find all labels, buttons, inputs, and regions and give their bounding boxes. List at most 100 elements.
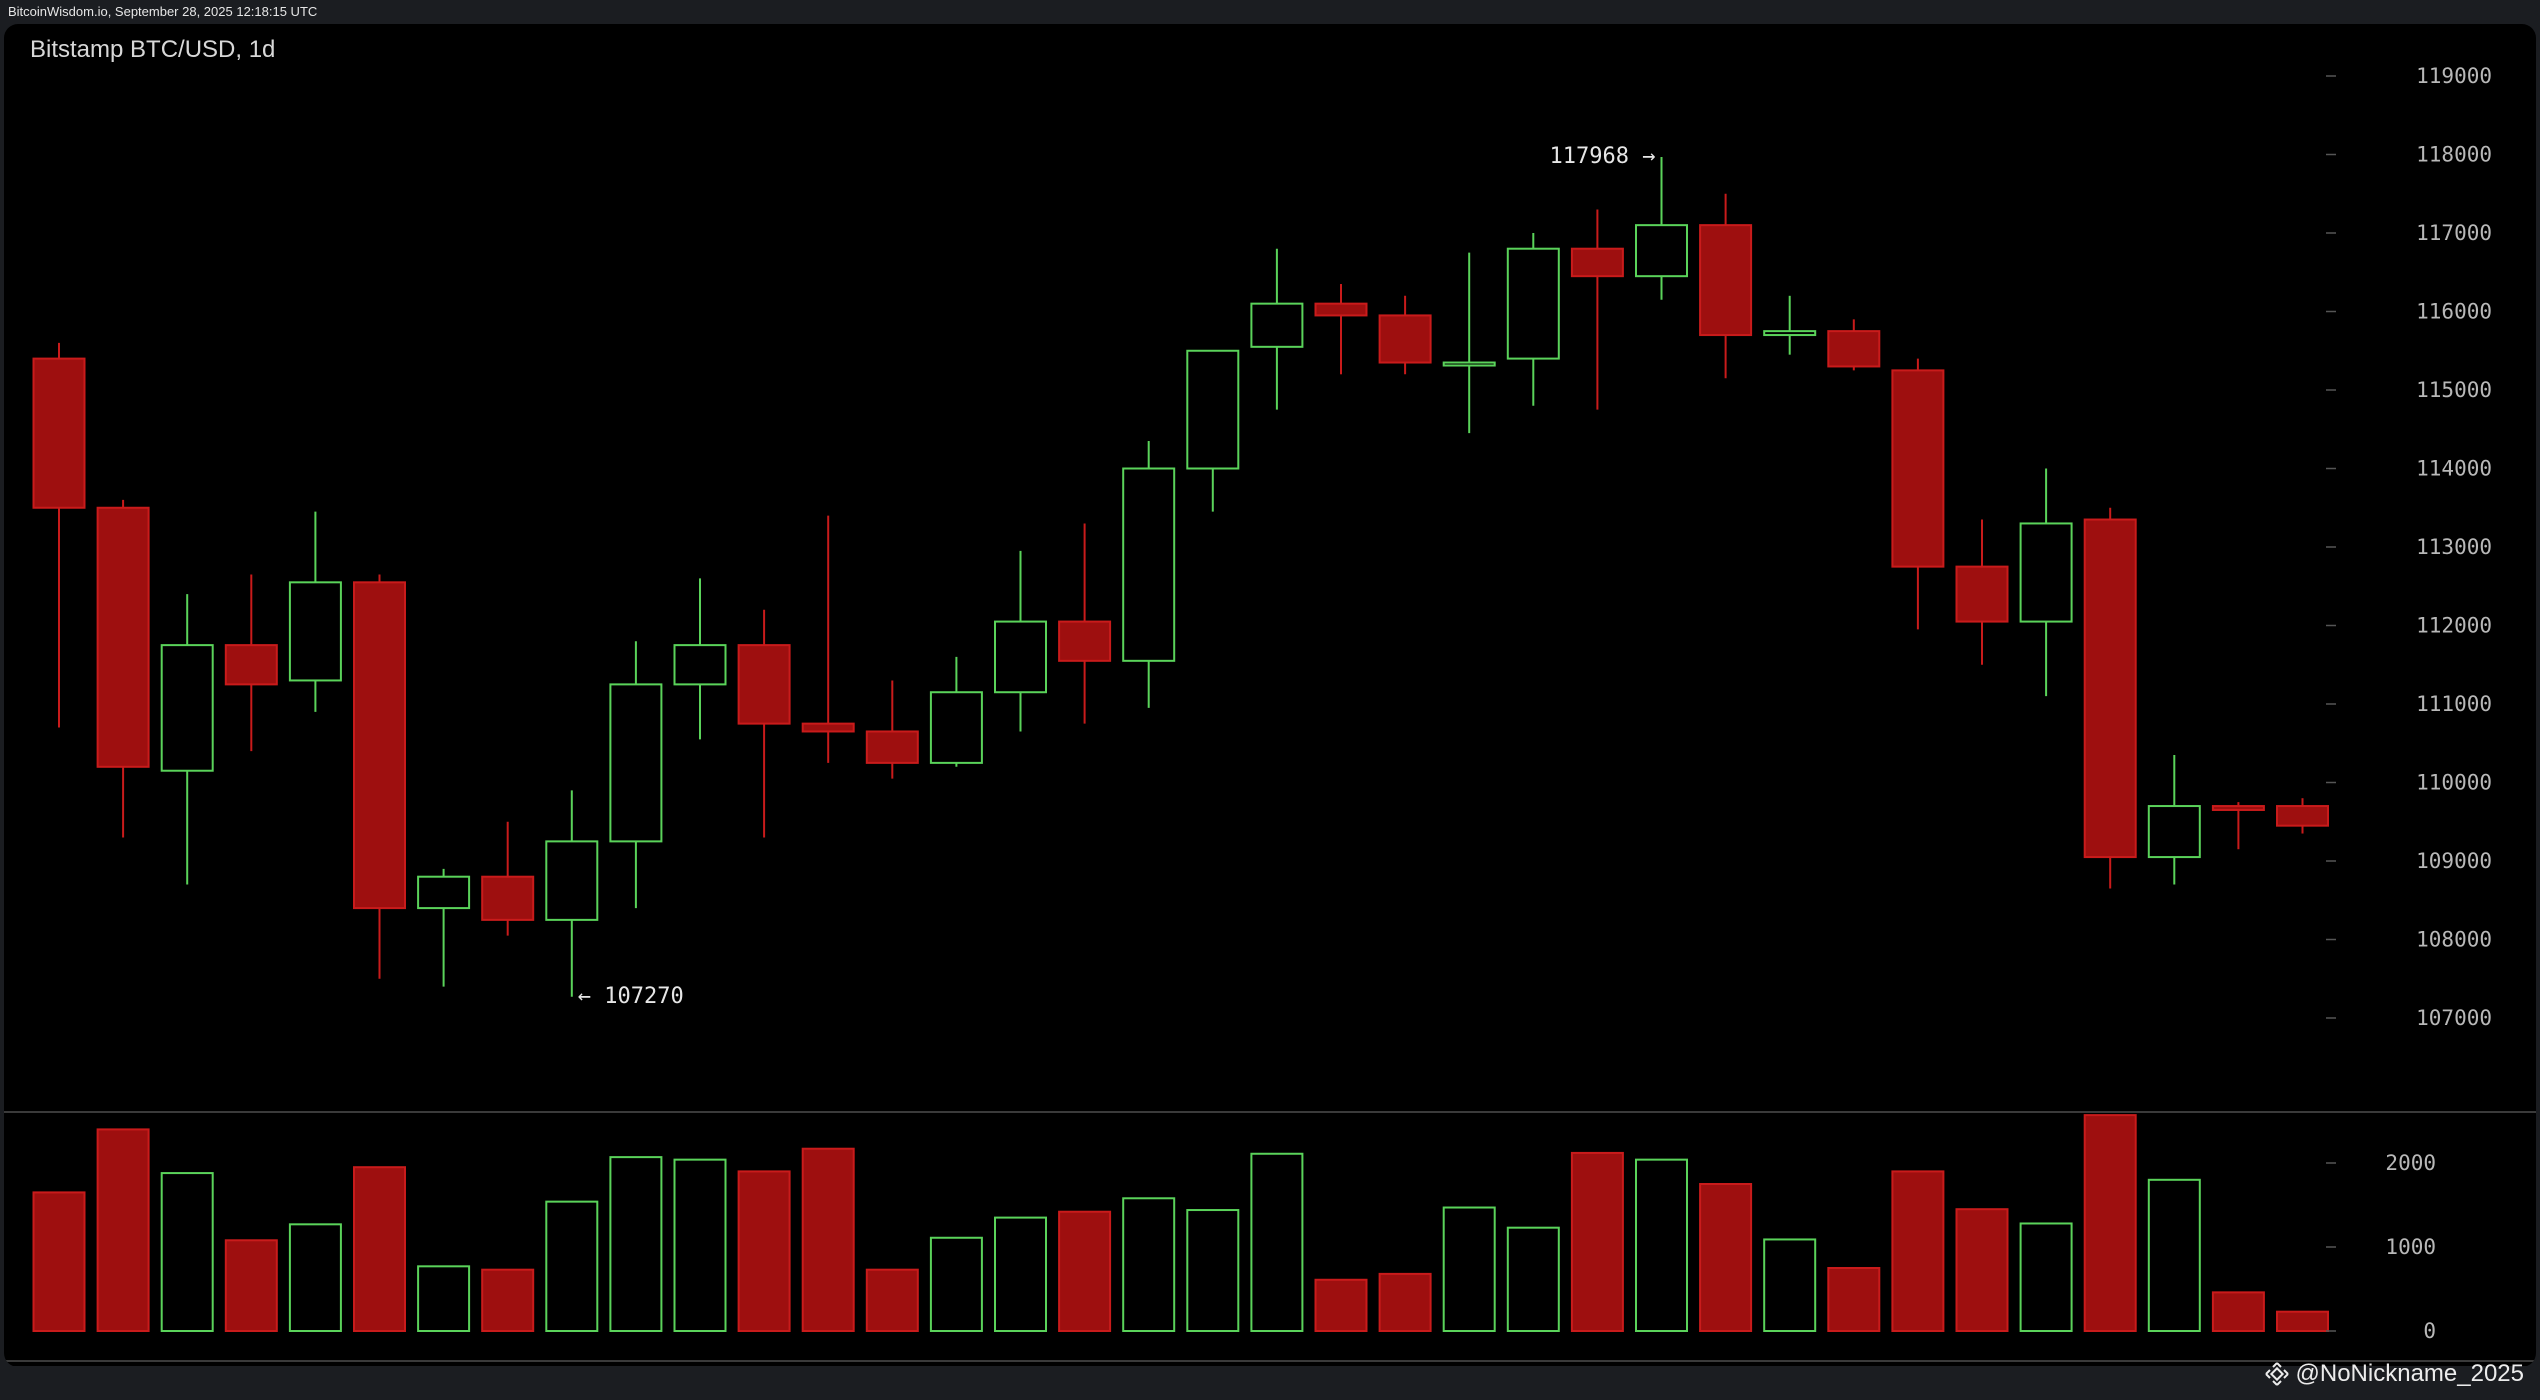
volume-bar[interactable] <box>2211 1291 2265 1332</box>
price-axis-label: 118000 <box>2416 143 2492 167</box>
candle[interactable] <box>96 499 150 838</box>
volume-bar[interactable] <box>545 1200 599 1333</box>
volume-chart[interactable] <box>32 1114 2329 1333</box>
candle[interactable] <box>2019 468 2073 697</box>
price-axis-label: 115000 <box>2416 378 2492 402</box>
volume-bar[interactable] <box>1763 1238 1817 1332</box>
watermark-text: @NoNickname_2025 <box>2295 1360 2524 1387</box>
volume-bar[interactable] <box>481 1268 535 1333</box>
candle-body <box>673 644 727 686</box>
volume-bar[interactable] <box>32 1191 86 1333</box>
volume-bar[interactable] <box>2276 1310 2329 1333</box>
price-chart[interactable]: 117968 → ← 107270 <box>32 144 2329 1009</box>
candle[interactable] <box>2083 507 2137 889</box>
candle[interactable] <box>417 868 471 987</box>
volume-bar[interactable] <box>929 1236 983 1333</box>
candle-body <box>353 581 406 910</box>
volume-bar[interactable] <box>609 1156 663 1332</box>
candle[interactable] <box>1699 193 1753 379</box>
candle-body <box>224 644 278 686</box>
volume-bar[interactable] <box>2147 1178 2201 1333</box>
chart-canvas[interactable]: 117968 → ← 107270 107000 108000 109000 11000… <box>4 24 2536 1367</box>
candle-body <box>2083 518 2137 859</box>
candle-body <box>1699 224 1753 337</box>
candle-body <box>1122 467 1176 662</box>
extreme-price-annotation: ← 107270 <box>578 984 684 1009</box>
volume-bar[interactable] <box>1122 1197 1176 1333</box>
volume-bar[interactable] <box>160 1172 214 1332</box>
candle[interactable] <box>801 515 855 763</box>
candle[interactable] <box>32 342 86 728</box>
candle[interactable] <box>1891 358 1945 630</box>
candle[interactable] <box>1955 519 2009 665</box>
candle[interactable] <box>929 656 983 767</box>
candle[interactable] <box>2147 755 2201 885</box>
candle[interactable] <box>737 609 791 838</box>
volume-bar[interactable] <box>288 1223 342 1332</box>
candle[interactable] <box>1250 248 1304 410</box>
volume-bar[interactable] <box>1635 1158 1688 1333</box>
volume-bar[interactable] <box>2083 1114 2137 1332</box>
volume-bar[interactable] <box>1955 1208 2009 1332</box>
chart-panel[interactable]: 117968 → ← 107270 107000 108000 109000 11000… <box>4 24 2536 1367</box>
candle-body <box>1827 330 1881 368</box>
candle[interactable] <box>2276 798 2329 834</box>
volume-bar[interactable] <box>1058 1210 1112 1332</box>
volume-bar[interactable] <box>1891 1170 1945 1333</box>
candle[interactable] <box>288 511 342 712</box>
candle-body <box>1314 302 1368 317</box>
candle[interactable] <box>994 550 1047 732</box>
candle[interactable] <box>1442 252 1496 434</box>
volume-bar[interactable] <box>96 1128 150 1333</box>
candle-body <box>417 875 471 910</box>
candle[interactable] <box>160 594 214 885</box>
volume-bar[interactable] <box>2019 1222 2073 1332</box>
volume-bar[interactable] <box>1250 1152 1304 1333</box>
volume-bar[interactable] <box>994 1216 1047 1332</box>
candle[interactable] <box>673 578 727 740</box>
candle[interactable] <box>1314 284 1368 375</box>
volume-bar[interactable] <box>865 1268 919 1333</box>
volume-bar[interactable] <box>1827 1267 1881 1332</box>
candle-body <box>737 644 791 725</box>
candle[interactable] <box>1763 295 1817 355</box>
volume-bar[interactable] <box>224 1239 278 1333</box>
volume-bar[interactable] <box>353 1166 406 1332</box>
volume-bar[interactable] <box>1314 1278 1368 1333</box>
candle-body <box>2147 805 2201 859</box>
volume-axis-label: 0 <box>2423 1319 2436 1343</box>
axes: 107000 108000 109000 110000 111000 112000 1130… <box>2326 64 2492 1343</box>
candle-body <box>1186 349 1240 470</box>
candle[interactable] <box>1058 523 1112 724</box>
candle[interactable] <box>481 821 535 936</box>
candle-body <box>801 722 855 733</box>
candle[interactable] <box>1378 295 1432 375</box>
volume-bar[interactable] <box>1570 1151 1624 1333</box>
candle[interactable] <box>1635 157 1688 300</box>
volume-bar[interactable] <box>1186 1209 1240 1333</box>
candle[interactable] <box>224 574 278 752</box>
volume-bar[interactable] <box>1378 1272 1432 1333</box>
price-axis-label: 113000 <box>2416 535 2492 559</box>
volume-bar[interactable] <box>417 1265 471 1332</box>
candle[interactable] <box>1827 319 1881 371</box>
volume-bar[interactable] <box>1699 1183 1753 1332</box>
candle-body <box>865 730 919 764</box>
volume-bar[interactable] <box>801 1147 855 1332</box>
volume-bar[interactable] <box>673 1158 727 1333</box>
candle[interactable] <box>609 641 663 909</box>
candle[interactable] <box>2211 802 2265 850</box>
candle[interactable] <box>1506 233 1560 406</box>
candle[interactable] <box>353 574 406 979</box>
candle-body <box>32 357 86 509</box>
candle[interactable] <box>1122 441 1176 708</box>
candle[interactable] <box>545 790 599 997</box>
volume-bar[interactable] <box>1442 1206 1496 1333</box>
volume-bar[interactable] <box>737 1170 791 1333</box>
candle[interactable] <box>865 680 919 779</box>
price-axis-label: 108000 <box>2416 928 2492 952</box>
candle-body <box>545 840 599 921</box>
candle[interactable] <box>1570 209 1624 410</box>
volume-bar[interactable] <box>1506 1226 1560 1333</box>
candle[interactable] <box>1186 349 1240 512</box>
